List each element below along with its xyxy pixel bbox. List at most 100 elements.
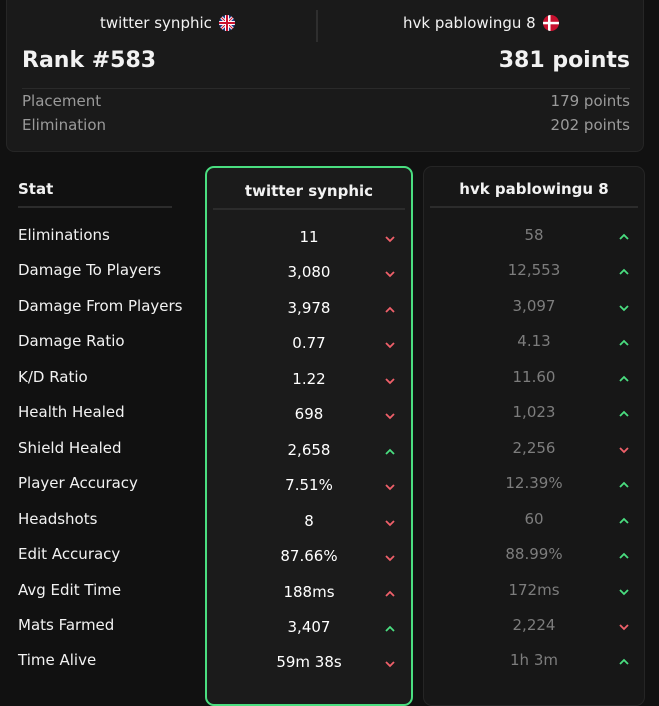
trend-arrow [385, 484, 395, 491]
stat-label: Mats Farmed [18, 615, 115, 634]
player2-value: 12.39% [505, 474, 563, 493]
player1-value: 188ms [283, 582, 335, 601]
chevron [619, 340, 629, 346]
trend-arrow [619, 269, 629, 276]
trend-arrow [619, 340, 629, 346]
player2-value: 60 [524, 509, 544, 528]
stat-label: Time Alive [18, 651, 97, 670]
trend-arrow [385, 448, 395, 455]
trend-arrow [385, 555, 395, 562]
player2-value: 2,256 [512, 438, 556, 457]
player1-value: 2,658 [287, 440, 331, 459]
header-rule [18, 206, 172, 208]
chevron [619, 552, 629, 559]
chevron [619, 624, 629, 631]
player2: hvk pablowingu 8 [403, 14, 559, 32]
trend-arrow [385, 342, 395, 349]
chevron [385, 306, 395, 313]
summary-card [6, 0, 644, 152]
chevron [385, 236, 395, 243]
chevron [385, 661, 395, 668]
trend-arrow [619, 588, 629, 595]
player2-value: 3,097 [512, 296, 556, 315]
player2-value: 58 [524, 226, 544, 244]
chevron [619, 269, 629, 276]
trend-arrow [385, 413, 395, 420]
player2-name: hvk pablowingu 8 [403, 14, 536, 32]
stat-label: Edit Accuracy [18, 545, 121, 564]
stat-label: Health Healed [18, 403, 125, 422]
trend-arrow [619, 410, 629, 417]
trend-arrow [619, 659, 629, 666]
breakdown-label: Elimination [22, 116, 107, 134]
trend-arrow [385, 661, 395, 668]
player1-value: 3,978 [287, 298, 331, 317]
trend-arrow [385, 625, 395, 632]
trend-arrow [385, 378, 395, 385]
chevron [619, 375, 629, 382]
chevron [385, 590, 395, 597]
trend-arrow [619, 447, 629, 453]
total-points: 381 points [498, 48, 630, 73]
player1-value: 3,080 [287, 263, 331, 282]
header-rule [430, 206, 638, 208]
trend-arrow [385, 590, 395, 597]
stat-label: Eliminations [18, 226, 110, 244]
stat-header: Stat [18, 180, 54, 198]
player1-value: 3,407 [287, 617, 331, 636]
trend-arrow [619, 481, 629, 488]
trend-arrow [385, 306, 395, 313]
chevron [385, 413, 395, 420]
player2-value: 12,553 [507, 261, 561, 280]
breakdown-value: 202 points [550, 116, 630, 134]
chevron [385, 448, 395, 455]
trend-arrow [619, 305, 629, 312]
player1-header: twitter synphic [244, 182, 374, 200]
player2-value: 172ms [508, 580, 560, 599]
player1-value: 8 [304, 511, 314, 530]
trend-arrow [619, 552, 629, 559]
chevron [385, 271, 395, 278]
stat-label: Damage To Players [18, 261, 162, 280]
chevron [619, 447, 629, 453]
chevron [619, 481, 629, 488]
chevron [385, 342, 395, 349]
separator [22, 88, 630, 89]
chevron [385, 555, 395, 562]
trend-arrow [385, 519, 395, 526]
player2-value: 2,224 [512, 615, 556, 634]
stat-label: Damage Ratio [18, 332, 125, 351]
chevron [385, 484, 395, 491]
divider [316, 10, 318, 42]
chevron [619, 233, 629, 240]
breakdown-label: Placement [22, 92, 102, 110]
header-rule [213, 208, 405, 210]
chevron [619, 659, 629, 666]
player1-name: twitter synphic [100, 14, 212, 32]
uk-flag [218, 15, 235, 31]
chevron [385, 378, 395, 385]
stat-label: Shield Healed [18, 438, 122, 457]
player2-value: 11.60 [512, 367, 556, 386]
player1-value: 0.77 [292, 334, 326, 353]
trend-arrow [619, 624, 629, 631]
chevron [619, 517, 629, 524]
stat-label: K/D Ratio [18, 367, 88, 386]
player2-value: 1h 3m [510, 651, 558, 670]
trend-arrow [619, 233, 629, 240]
player2-column [423, 166, 645, 706]
player1-value: 1.22 [292, 369, 326, 388]
stat-label: Avg Edit Time [18, 580, 122, 599]
trend-arrow [385, 236, 395, 243]
chevron [619, 588, 629, 595]
breakdown-value: 179 points [550, 92, 630, 110]
player1-value: 87.66% [280, 547, 338, 566]
dk-flag [542, 15, 559, 31]
player1: twitter synphic [100, 14, 235, 32]
chevron [619, 305, 629, 312]
stat-label: Damage From Players [18, 296, 183, 315]
player1-value: 7.51% [285, 476, 333, 495]
player2-header: hvk pablowingu 8 [459, 180, 609, 198]
page: twitter synphic hvk pablowingu 8 Rank #5… [6, 0, 645, 706]
player2-value: 1,023 [512, 403, 556, 422]
